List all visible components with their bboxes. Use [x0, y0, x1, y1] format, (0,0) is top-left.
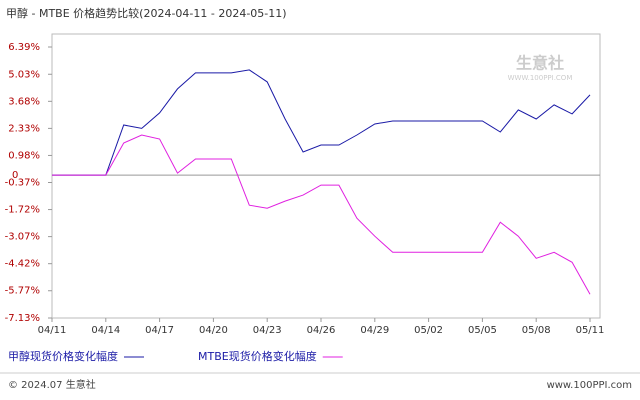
legend-label: 甲醇现货价格变化幅度 — [8, 349, 118, 363]
chart-title: 甲醇 - MTBE 价格趋势比较(2024-04-11 - 2024-05-11… — [6, 6, 287, 20]
y-tick-label: 6.39% — [8, 42, 40, 53]
y-tick-label: -5.77% — [5, 286, 40, 297]
series-line — [52, 69, 591, 176]
plot-area — [51, 33, 601, 319]
x-tick-label: 05/02 — [414, 325, 443, 336]
y-tick-label: 2.33% — [8, 123, 40, 134]
x-tick-label: 04/11 — [38, 325, 67, 336]
y-tick-label: -7.13% — [5, 313, 40, 324]
x-tick-label: 05/08 — [522, 325, 551, 336]
y-tick-label: 3.68% — [8, 96, 40, 107]
x-tick-label: 04/26 — [307, 325, 336, 336]
y-tick-label: 0.98% — [8, 150, 40, 161]
x-tick-label: 04/29 — [360, 325, 389, 336]
series-line — [52, 134, 591, 295]
y-tick-label: -1.72% — [5, 205, 40, 216]
y-tick-label: -3.07% — [5, 232, 40, 243]
x-tick-label: 04/20 — [199, 325, 228, 336]
legend-label: MTBE现货价格变化幅度 — [198, 349, 317, 363]
y-tick-label: -4.42% — [5, 259, 40, 270]
y-tick-label: -0.37% — [5, 178, 40, 189]
y-tick-label: 5.03% — [8, 69, 40, 80]
watermark-url: WWW.100PPI.COM — [508, 74, 573, 82]
y-tick-label: 0 — [12, 170, 18, 181]
x-tick-label: 04/14 — [91, 325, 120, 336]
x-tick-label: 04/23 — [253, 325, 282, 336]
x-tick-label: 05/05 — [468, 325, 497, 336]
footer-left: © 2024.07 生意社 — [8, 378, 96, 391]
watermark-name: 生意社 — [516, 54, 564, 73]
x-tick-label: 05/11 — [576, 325, 605, 336]
footer-right: www.100PPI.com — [547, 380, 632, 391]
x-tick-label: 04/17 — [145, 325, 174, 336]
